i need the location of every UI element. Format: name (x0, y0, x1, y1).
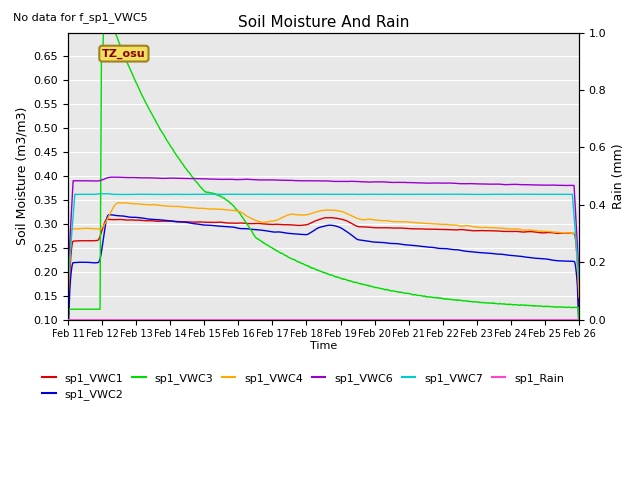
Title: Soil Moisture And Rain: Soil Moisture And Rain (238, 15, 409, 30)
Text: TZ_osu: TZ_osu (102, 48, 146, 59)
Y-axis label: Rain (mm): Rain (mm) (612, 144, 625, 209)
Y-axis label: Soil Moisture (m3/m3): Soil Moisture (m3/m3) (15, 107, 28, 245)
Legend: sp1_VWC1, sp1_VWC2, sp1_VWC3, sp1_VWC4, sp1_VWC6, sp1_VWC7, sp1_Rain: sp1_VWC1, sp1_VWC2, sp1_VWC3, sp1_VWC4, … (38, 368, 568, 405)
X-axis label: Time: Time (310, 341, 337, 351)
Text: No data for f_sp1_VWC5: No data for f_sp1_VWC5 (13, 12, 147, 23)
